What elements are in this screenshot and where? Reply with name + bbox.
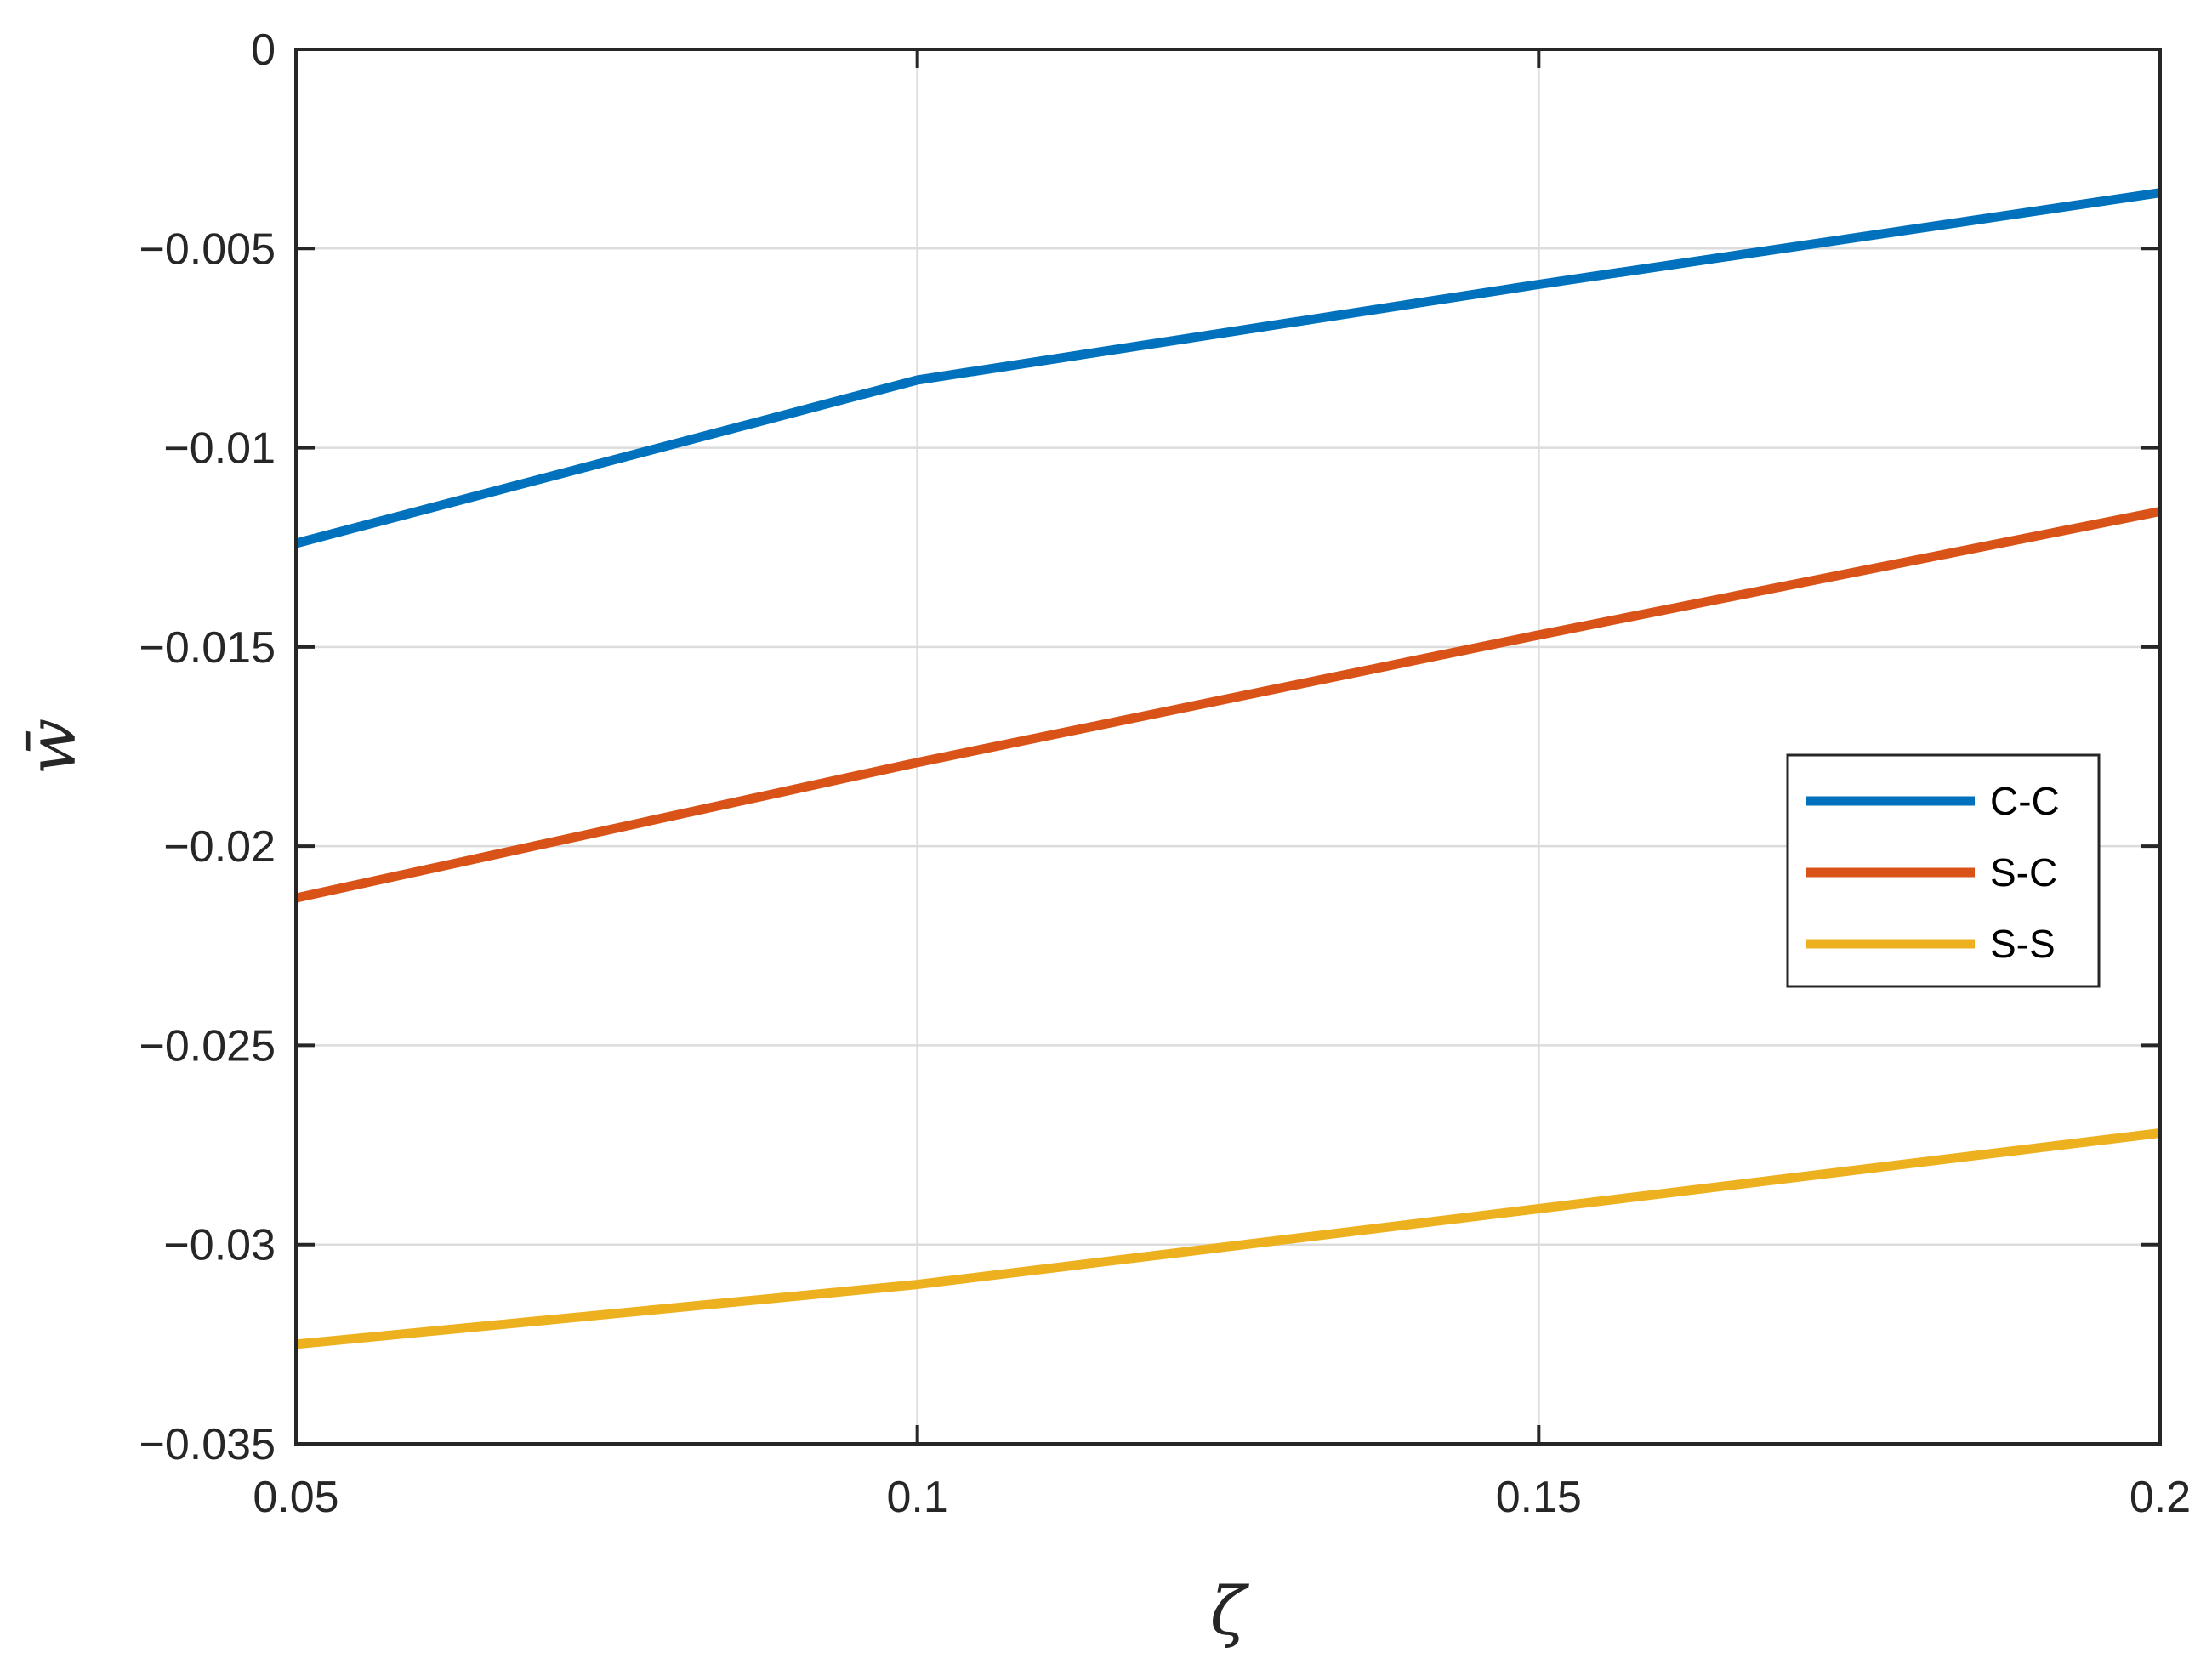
series-line-s-c <box>294 507 2162 903</box>
y-axis-title: w̄ <box>14 719 91 775</box>
x-tick-label: 0.2 <box>2130 1473 2191 1522</box>
y-tick-label: −0.02 <box>163 822 276 872</box>
y-tick-label: −0.015 <box>139 623 276 673</box>
x-tick-label: 0.15 <box>1496 1473 1582 1522</box>
y-tick-label: −0.035 <box>139 1420 276 1469</box>
legend-items: C-C S-C S-S <box>1806 779 2060 966</box>
y-tick-labels: 0 −0.005 −0.01 −0.015 −0.02 −0.025 −0.03 −0.035 <box>139 26 276 1469</box>
x-axis-title: ζ <box>1210 1574 1250 1650</box>
plot-area <box>296 49 2160 1444</box>
x-tick-label: 0.05 <box>253 1473 338 1522</box>
y-tick-label: 0 <box>251 26 276 75</box>
y-tick-label: −0.01 <box>163 424 276 474</box>
axis-ticks <box>294 48 2162 1446</box>
legend-label-s-s: S-S <box>1990 922 2056 966</box>
y-tick-label: −0.005 <box>139 224 276 274</box>
legend-label-c-c: C-C <box>1990 779 2060 823</box>
series-line-c-c <box>294 188 2161 548</box>
legend-label-s-c: S-C <box>1990 850 2057 895</box>
x-tick-labels: 0.05 0.1 0.15 0.2 <box>253 1473 2191 1522</box>
plot-frame <box>294 48 2162 1446</box>
y-tick-label: −0.025 <box>139 1021 276 1071</box>
x-tick-label: 0.1 <box>887 1473 948 1522</box>
series-lines <box>294 188 2162 1349</box>
series-line-s-s <box>295 1128 2161 1349</box>
y-tick-label: −0.03 <box>163 1221 276 1270</box>
legend: C-C S-C S-S <box>1786 753 2101 988</box>
